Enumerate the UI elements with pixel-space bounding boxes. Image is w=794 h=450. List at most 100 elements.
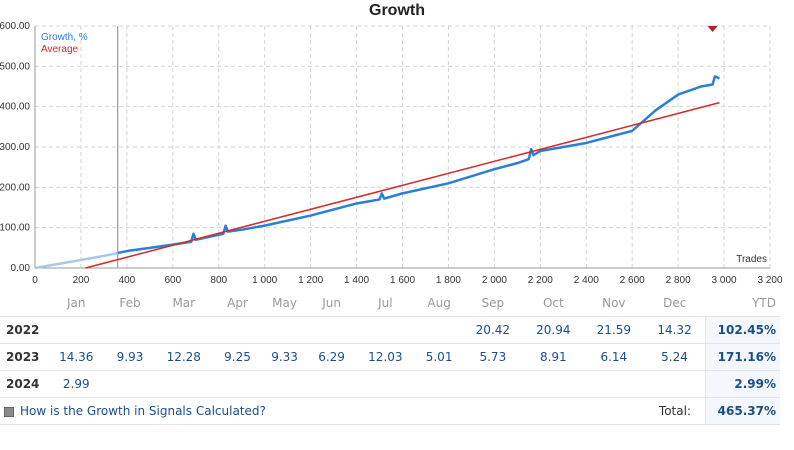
month-value-cell	[261, 316, 309, 344]
x-tick-label: 3 000	[712, 275, 737, 286]
y-tick-label: 0.00	[11, 263, 31, 274]
x-tick-label: 1 400	[344, 275, 369, 286]
month-value-cell: 12.03	[355, 343, 416, 371]
month-value-cell	[523, 370, 584, 398]
month-header: Sep	[481, 296, 505, 310]
month-value-cell: 21.59	[583, 316, 645, 344]
x-tick-label: 800	[210, 275, 227, 286]
x-tick-label: 0	[32, 275, 38, 286]
month-value-cell: 9.93	[106, 343, 154, 371]
month-value-cell: 14.32	[644, 316, 706, 344]
table-footer-row: How is the Growth in Signals Calculated?…	[0, 397, 780, 425]
year-cell: 2022	[0, 316, 46, 344]
month-header: Mar	[172, 296, 196, 310]
growth-calculation-help-link[interactable]: How is the Growth in Signals Calculated?	[20, 404, 266, 418]
average-series-line	[85, 101, 720, 269]
x-tick-label: 600	[164, 275, 181, 286]
x-tick-label: 400	[119, 275, 136, 286]
x-tick-label: 3 200	[757, 275, 782, 286]
peak-marker	[707, 26, 718, 32]
y-tick-label: 200.00	[0, 182, 30, 193]
month-value-cell: 5.24	[644, 343, 706, 371]
year-cell: 2023	[0, 343, 46, 371]
month-value-cell: 14.36	[46, 343, 107, 371]
ytd-cell: 171.16%	[705, 343, 780, 371]
expand-square-icon[interactable]	[4, 406, 14, 417]
table-row: 2024 2.99 2.99%	[0, 370, 780, 398]
month-value-cell: 12.28	[153, 343, 214, 371]
total-value: 465.37%	[705, 397, 780, 425]
y-tick-label: 400.00	[0, 102, 30, 113]
year-cell: 2024	[0, 370, 46, 398]
month-header: Feb	[119, 296, 141, 310]
month-value-cell	[261, 370, 309, 398]
growth-chart: 0 200 400 600 800 1 000 1 200 1 400 1 600 1 800 2 …	[0, 21, 783, 286]
x-tick-label: 2 800	[666, 275, 691, 286]
month-header: Jun	[322, 296, 341, 310]
month-value-cell: 8.91	[523, 343, 584, 371]
month-value-cell	[644, 370, 706, 398]
x-axis-label: Trades	[736, 254, 767, 265]
table-header-row: Jan Feb Mar Apr May Jun Jul Aug Sep Oct Nov Dec YTD	[0, 290, 780, 317]
table-row: 2023 14.36 9.93 12.28 9.25 9.33 6.29 12.03 5.01 5…	[0, 343, 780, 371]
month-value-cell	[415, 316, 463, 344]
growth-series-history-line	[34, 251, 118, 270]
legend-entry: Growth, %	[41, 32, 88, 43]
month-value-cell: 2.99	[46, 370, 107, 398]
month-header: Nov	[602, 296, 626, 310]
month-header: Apr	[227, 296, 248, 310]
month-value-cell	[106, 316, 154, 344]
total-label: Total:	[583, 397, 706, 425]
month-header: Oct	[542, 296, 564, 310]
x-tick-label: 200	[73, 275, 90, 286]
help-link-cell: How is the Growth in Signals Calculated?	[0, 397, 584, 425]
ytd-cell: 2.99%	[705, 370, 780, 398]
x-tick-label: 1 000	[252, 275, 277, 286]
month-header: May	[272, 296, 297, 310]
month-value-cell	[415, 370, 463, 398]
month-value-cell	[106, 370, 154, 398]
month-header: Aug	[427, 296, 451, 310]
month-value-cell: 20.42	[462, 316, 524, 344]
month-header: Jul	[378, 296, 393, 310]
monthly-growth-table: Jan Feb Mar Apr May Jun Jul Aug Sep Oct Nov Dec YTD …	[0, 290, 780, 425]
legend-entry: Average	[41, 44, 79, 55]
x-tick-label: 1 600	[390, 275, 415, 286]
month-value-cell	[214, 370, 262, 398]
month-value-cell: 20.94	[523, 316, 584, 344]
month-value-cell: 9.33	[261, 343, 309, 371]
month-value-cell	[308, 370, 356, 398]
month-value-cell: 5.73	[462, 343, 524, 371]
x-tick-label: 2 000	[482, 275, 507, 286]
month-value-cell	[308, 316, 356, 344]
month-value-cell	[355, 316, 416, 344]
x-tick-label: 2 400	[574, 275, 599, 286]
month-value-cell	[355, 370, 416, 398]
month-header: Jan	[66, 296, 86, 310]
ytd-header: YTD	[752, 296, 776, 310]
month-value-cell: 5.01	[415, 343, 463, 371]
month-value-cell	[583, 370, 645, 398]
growth-series-line	[117, 75, 720, 255]
month-header: Dec	[663, 296, 687, 310]
y-tick-label: 500.00	[0, 61, 30, 72]
month-value-cell: 9.25	[214, 343, 262, 371]
x-tick-label: 2 200	[528, 275, 553, 286]
month-value-cell	[153, 316, 214, 344]
month-value-cell	[462, 370, 524, 398]
y-tick-label: 100.00	[0, 223, 30, 234]
month-value-cell	[153, 370, 214, 398]
x-tick-label: 1 200	[298, 275, 323, 286]
table-row: 2022 20.42 20.94 21.59 14.32 102.45%	[0, 316, 780, 344]
y-tick-label: 600.00	[0, 21, 30, 32]
x-tick-label: 2 600	[620, 275, 645, 286]
month-value-cell: 6.29	[308, 343, 356, 371]
chart-title: Growth	[369, 2, 425, 19]
ytd-cell: 102.45%	[705, 316, 780, 344]
month-value-cell	[214, 316, 262, 344]
corner-header	[0, 290, 46, 317]
month-value-cell: 6.14	[583, 343, 645, 371]
y-tick-label: 300.00	[0, 142, 30, 153]
month-value-cell	[46, 316, 107, 344]
x-tick-label: 1 800	[436, 275, 461, 286]
